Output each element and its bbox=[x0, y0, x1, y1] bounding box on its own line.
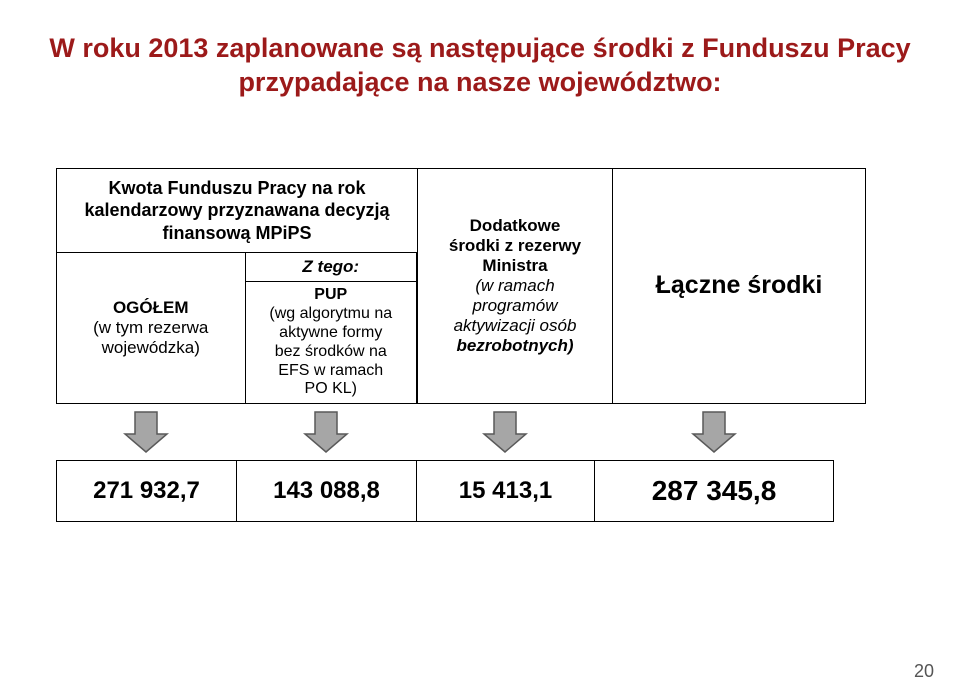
left-subrow: OGÓŁEM (w tym rezerwa wojewódzka) Z tego… bbox=[57, 253, 417, 403]
ogolem-cell: OGÓŁEM (w tym rezerwa wojewódzka) bbox=[57, 253, 246, 403]
arrow-2 bbox=[236, 410, 416, 454]
ogolem-l3: wojewódzka) bbox=[102, 338, 200, 357]
dod-l3: Ministra bbox=[426, 256, 604, 276]
value-col1: 271 932,7 bbox=[56, 460, 236, 522]
arrow-row bbox=[56, 410, 912, 454]
kwota-header: Kwota Funduszu Pracy na rok kalendarzowy… bbox=[57, 169, 417, 254]
slide: W roku 2013 zaplanowane są następujące ś… bbox=[0, 0, 960, 696]
ztego-label: Z tego: bbox=[246, 253, 418, 282]
value-col2: 143 088,8 bbox=[236, 460, 416, 522]
pup-l4: bez środków na bbox=[275, 343, 387, 360]
pup-l5: EFS w ramach bbox=[278, 362, 383, 379]
pup-cell: PUP (wg algorytmu na aktywne formy bez ś… bbox=[246, 282, 418, 403]
value-col3: 15 413,1 bbox=[416, 460, 594, 522]
page-title: W roku 2013 zaplanowane są następujące ś… bbox=[48, 32, 912, 100]
pup-l2: (wg algorytmu na bbox=[269, 305, 392, 322]
down-arrow-icon bbox=[303, 410, 349, 454]
dod-l7: bezrobotnych) bbox=[426, 336, 604, 356]
laczne-cell: Łączne środki bbox=[612, 168, 866, 405]
ztego-cell: Z tego: PUP (wg algorytmu na aktywne for… bbox=[246, 253, 418, 403]
arrow-1 bbox=[56, 410, 236, 454]
arrow-3 bbox=[416, 410, 594, 454]
title-line-1: W roku 2013 zaplanowane są następujące ś… bbox=[49, 33, 910, 63]
dod-l5: programów bbox=[426, 296, 604, 316]
down-arrow-icon bbox=[482, 410, 528, 454]
dod-l4: (w ramach bbox=[426, 276, 604, 296]
left-block: Kwota Funduszu Pracy na rok kalendarzowy… bbox=[56, 168, 417, 405]
ogolem-l2: (w tym rezerwa bbox=[93, 318, 208, 337]
dod-l2: środki z rezerwy bbox=[426, 236, 604, 256]
page-number: 20 bbox=[914, 661, 934, 682]
pup-l1: PUP bbox=[252, 286, 411, 305]
header-table: Kwota Funduszu Pracy na rok kalendarzowy… bbox=[56, 168, 912, 405]
ogolem-l1: OGÓŁEM bbox=[113, 298, 189, 317]
dodatkowe-cell: Dodatkowe środki z rezerwy Ministra (w r… bbox=[417, 168, 612, 405]
value-col4: 287 345,8 bbox=[594, 460, 834, 522]
down-arrow-icon bbox=[691, 410, 737, 454]
pup-l6: PO KL) bbox=[305, 380, 357, 397]
down-arrow-icon bbox=[123, 410, 169, 454]
pup-l3: aktywne formy bbox=[279, 324, 382, 341]
dod-l1: Dodatkowe bbox=[426, 216, 604, 236]
arrow-4 bbox=[594, 410, 834, 454]
values-row: 271 932,7 143 088,8 15 413,1 287 345,8 bbox=[56, 460, 912, 522]
title-line-2: przypadające na nasze województwo: bbox=[238, 67, 721, 97]
dod-l6: aktywizacji osób bbox=[426, 316, 604, 336]
